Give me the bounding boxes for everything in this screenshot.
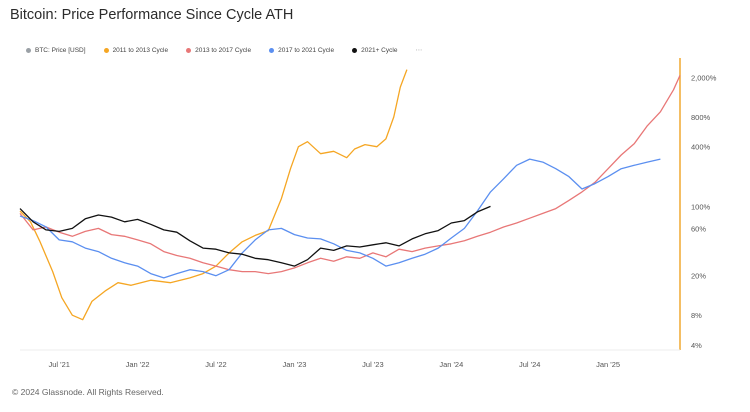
legend-item-2021-cycle[interactable]: 2021+ Cycle — [352, 47, 397, 54]
legend-label-2021-cycle: 2021+ Cycle — [361, 46, 398, 54]
y-tick-label: 20% — [691, 272, 706, 281]
x-tick-label: Jul '23 — [362, 360, 383, 369]
legend-more-icon[interactable]: ⋯ — [415, 47, 424, 54]
legend-label-btc-price: BTC: Price [USD] — [35, 46, 86, 54]
legend-item-btc-price[interactable]: BTC: Price [USD] — [26, 47, 86, 54]
x-tick-label: Jan '24 — [439, 360, 463, 369]
x-tick-label: Jan '22 — [126, 360, 150, 369]
legend-item-2011-cycle[interactable]: 2011 to 2013 Cycle — [103, 46, 169, 54]
chart-legend: BTC: Price [USD] 2011 to 2013 Cycle 2013… — [26, 44, 423, 56]
legend-swatch-2017-cycle — [269, 47, 275, 53]
legend-swatch-2013-cycle — [186, 47, 192, 53]
legend-label-2013-cycle: 2013 to 2017 Cycle — [195, 46, 252, 54]
x-tick-label: Jan '23 — [283, 360, 307, 369]
x-tick-label: Jan '25 — [596, 360, 620, 369]
y-tick-label: 100% — [691, 202, 711, 211]
y-tick-label: 2,000% — [691, 74, 717, 83]
legend-swatch-2011-cycle — [103, 47, 109, 53]
y-tick-label: 400% — [691, 143, 711, 152]
x-tick-label: Jul '21 — [48, 360, 69, 369]
x-tick-label: Jul '22 — [205, 360, 226, 369]
legend-swatch-2021-cycle — [352, 47, 358, 53]
copyright-footer: © 2024 Glassnode. All Rights Reserved. — [12, 387, 164, 397]
legend-label-2011-cycle: 2011 to 2013 Cycle — [112, 46, 169, 54]
y-tick-label: 60% — [691, 224, 706, 233]
series-line-2017-cycle[interactable] — [19, 158, 661, 279]
series-line-2011-cycle[interactable] — [19, 69, 408, 321]
y-tick-label: 4% — [691, 341, 702, 350]
y-tick-label: 800% — [691, 113, 711, 122]
legend-swatch-btc-price — [26, 47, 31, 53]
x-tick-label: Jul '24 — [519, 360, 540, 369]
legend-item-2013-cycle[interactable]: 2013 to 2017 Cycle — [186, 47, 251, 54]
legend-item-2017-cycle[interactable]: 2017 to 2021 Cycle — [269, 47, 334, 54]
y-tick-label: 8% — [691, 311, 702, 320]
series-line-2021-cycle[interactable] — [19, 205, 491, 267]
chart-title: Bitcoin: Price Performance Since Cycle A… — [10, 7, 294, 23]
series-line-2013-cycle[interactable] — [19, 75, 681, 275]
legend-label-2017-cycle: 2017 to 2021 Cycle — [278, 46, 335, 54]
